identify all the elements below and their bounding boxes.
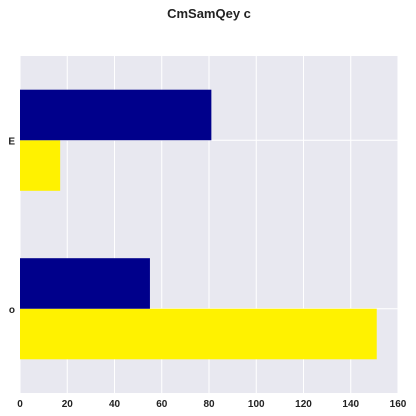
x-tick-label: 40	[109, 399, 121, 410]
x-axis-ticks: 0 20 40 60 80 100 120 140 160	[17, 399, 407, 410]
bar-o-series-2	[20, 258, 150, 309]
x-tick-label: 0	[17, 399, 23, 410]
bar-o-series-1	[20, 308, 377, 360]
x-tick-label: 120	[295, 399, 312, 410]
bar-E-series-2	[20, 89, 212, 141]
bar-E-series-1	[20, 140, 61, 191]
y-axis-ticks: oE	[8, 136, 15, 316]
x-tick-label: 100	[248, 399, 265, 410]
bars	[20, 89, 377, 360]
y-tick-label: o	[9, 305, 15, 316]
x-tick-label: 80	[203, 399, 215, 410]
x-tick-label: 160	[390, 399, 407, 410]
x-tick-label: 20	[62, 399, 74, 410]
x-tick-label: 60	[156, 399, 168, 410]
x-tick-label: 140	[342, 399, 359, 410]
y-tick-label: E	[8, 136, 15, 147]
chart-title: CmSamQey c	[167, 6, 251, 21]
